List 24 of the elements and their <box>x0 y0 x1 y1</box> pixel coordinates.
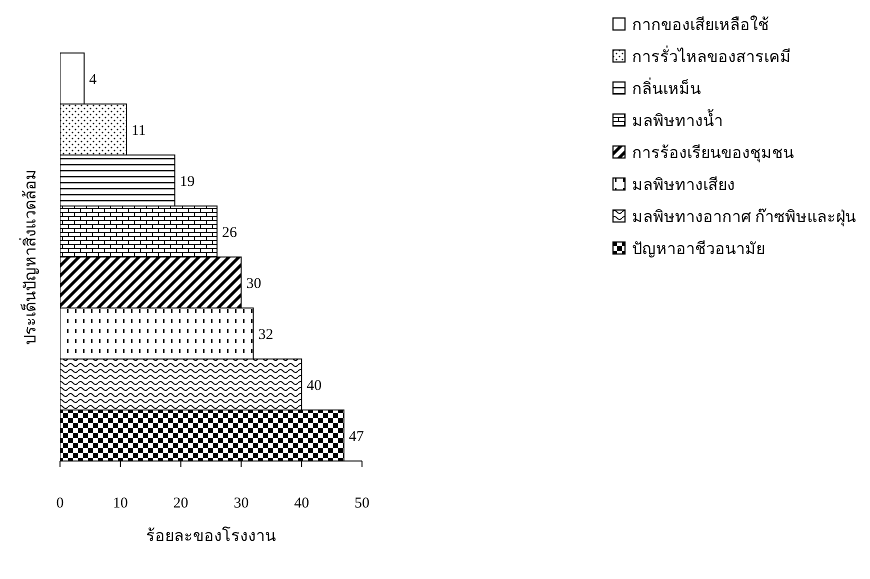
data-label: 47 <box>348 428 364 445</box>
x-tick-label: 20 <box>173 496 188 512</box>
x-axis-title: ร้อยละของโรงงาน <box>146 526 276 545</box>
legend-label: การร้องเรียนของชุมชน <box>632 143 794 164</box>
x-tick-label: 40 <box>294 496 310 512</box>
legend-label: มลพิษทางน้ำ <box>632 108 723 132</box>
data-label: 30 <box>246 276 262 292</box>
x-tick-label: 30 <box>234 496 249 512</box>
x-tick-label: 50 <box>354 496 370 512</box>
legend-label: การรั่วไหลของสารเคมี <box>632 44 791 68</box>
legend-label: มลพิษทางอากาศ ก๊าซพิษและฝุ่น <box>632 207 856 228</box>
y-axis-title: ประเด็นปัญหาสิ่งแวดล้อม <box>18 169 40 345</box>
data-label: 32 <box>258 326 274 343</box>
x-tick-label: 0 <box>56 496 64 512</box>
data-label: 26 <box>222 224 238 241</box>
legend-label: ปัญหาอาชีวอนามัย <box>632 239 765 260</box>
data-label: 4 <box>89 72 98 88</box>
x-tick-label: 10 <box>112 496 128 512</box>
legend-label: กลิ่นเหม็น <box>632 76 701 100</box>
data-label: 11 <box>131 122 146 139</box>
data-label: 19 <box>180 174 195 190</box>
data-label: 40 <box>306 378 322 394</box>
legend-label: กากของเสียเหลือใช้ <box>632 14 769 36</box>
legend-label: มลพิษทางเสียง <box>632 175 735 196</box>
